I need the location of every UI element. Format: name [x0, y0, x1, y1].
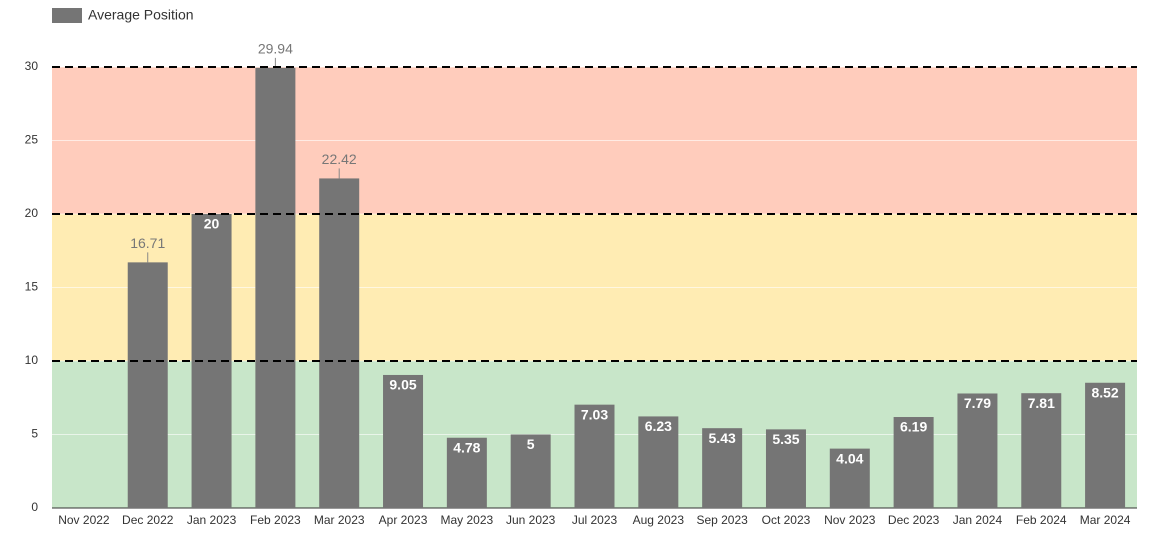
bar [1021, 393, 1062, 508]
x-tick-label: Jul 2023 [572, 513, 618, 527]
bar [893, 417, 934, 508]
x-tick-label: Dec 2023 [888, 513, 940, 527]
bar [446, 437, 487, 508]
value-label: 7.81 [1028, 395, 1055, 411]
bar [510, 434, 551, 508]
bar [765, 429, 806, 508]
x-tick-label: Apr 2023 [379, 513, 428, 527]
x-tick-label: Feb 2023 [250, 513, 301, 527]
x-tick-label: Jan 2023 [187, 513, 237, 527]
bar [383, 374, 424, 508]
value-label: 29.94 [258, 41, 293, 57]
value-label: 16.71 [130, 235, 165, 251]
y-tick-label: 10 [25, 353, 39, 367]
value-label: 6.19 [900, 419, 927, 435]
x-tick-label: Feb 2024 [1016, 513, 1067, 527]
bar [1085, 382, 1126, 508]
x-tick-label: Sep 2023 [696, 513, 748, 527]
bar [702, 428, 743, 508]
x-tick-label: Nov 2023 [824, 513, 876, 527]
value-label: 8.52 [1091, 384, 1118, 400]
bar [319, 178, 360, 508]
bar [255, 67, 296, 508]
value-label: 4.78 [453, 439, 480, 455]
x-tick-label: Dec 2022 [122, 513, 174, 527]
y-tick-label: 15 [25, 280, 39, 294]
x-tick-label: Jun 2023 [506, 513, 556, 527]
value-label: 9.05 [389, 377, 416, 393]
y-tick-label: 5 [31, 427, 38, 441]
y-tick-label: 25 [25, 133, 39, 147]
y-tick-label: 20 [25, 206, 39, 220]
value-label: 7.79 [964, 395, 991, 411]
value-label: 22.42 [322, 151, 357, 167]
bar [127, 262, 168, 508]
x-tick-label: Jan 2024 [953, 513, 1003, 527]
value-label: 5.35 [772, 431, 799, 447]
legend-label: Average Position [88, 7, 194, 23]
x-tick-label: Nov 2022 [58, 513, 110, 527]
bar [574, 404, 615, 508]
y-tick-label: 0 [31, 500, 38, 514]
value-label: 7.03 [581, 406, 608, 422]
value-label: 20 [204, 216, 220, 232]
legend-swatch [52, 8, 82, 23]
x-tick-label: Mar 2023 [314, 513, 365, 527]
value-label: 4.04 [836, 450, 863, 466]
value-label: 6.23 [645, 418, 672, 434]
x-tick-label: Aug 2023 [633, 513, 685, 527]
bar [638, 416, 679, 508]
x-tick-label: Oct 2023 [762, 513, 811, 527]
y-tick-label: 30 [25, 59, 39, 73]
x-tick-label: May 2023 [441, 513, 494, 527]
bar [829, 448, 870, 508]
bar [957, 393, 998, 508]
x-tick-label: Mar 2024 [1080, 513, 1131, 527]
value-label: 5.43 [709, 430, 736, 446]
value-label: 5 [527, 436, 535, 452]
